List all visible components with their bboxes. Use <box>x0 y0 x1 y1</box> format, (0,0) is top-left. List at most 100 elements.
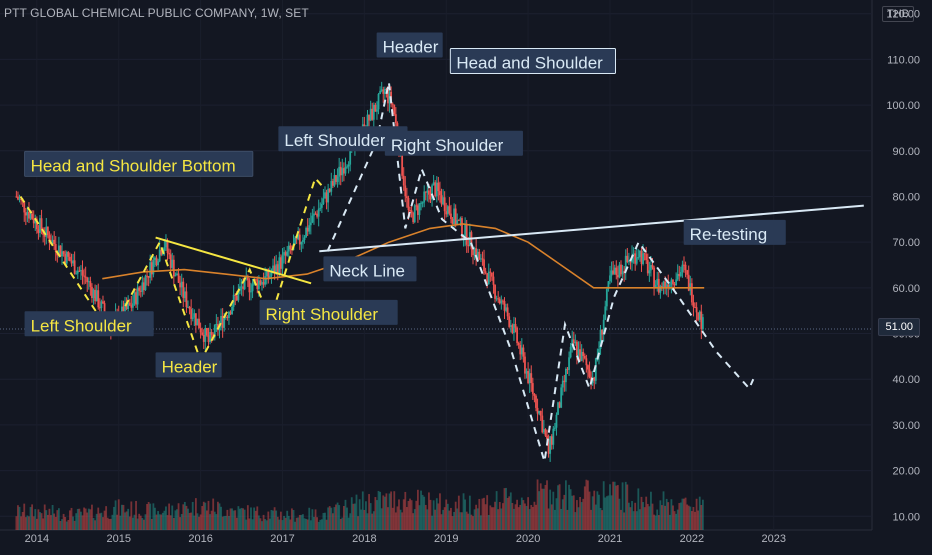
candle-body <box>412 212 415 223</box>
volume-bar <box>686 504 689 530</box>
volume-bar <box>635 511 638 530</box>
volume-bar <box>520 497 523 530</box>
y-tick-label: 60.00 <box>892 283 920 295</box>
candle-body <box>424 191 427 193</box>
candle-body <box>626 255 629 262</box>
candle-body <box>434 182 437 197</box>
x-tick-label: 2014 <box>25 533 49 545</box>
currency-badge[interactable]: THB <box>882 6 914 22</box>
candle-body <box>423 191 426 203</box>
candle-body <box>275 264 278 274</box>
volume-bar <box>226 509 229 530</box>
candle-body <box>547 439 550 454</box>
volume-bar <box>539 483 542 530</box>
volume-bar <box>350 497 353 530</box>
volume-bar <box>492 507 495 530</box>
volume-bar <box>335 504 337 530</box>
volume-bar <box>604 497 607 530</box>
candle-body <box>475 248 478 259</box>
candle-body <box>171 259 174 268</box>
annotation-label: Neck Line <box>329 261 405 280</box>
candle-body <box>415 205 418 207</box>
candle-body <box>150 262 153 275</box>
candle-body <box>331 181 334 186</box>
candle-body <box>239 286 241 291</box>
volume-bar <box>83 507 85 530</box>
candle-body <box>300 241 303 245</box>
candle-body <box>487 271 490 284</box>
volume-bar <box>305 518 307 530</box>
candle-body <box>51 239 54 244</box>
candle-body <box>34 218 37 224</box>
volume-bar <box>557 485 559 530</box>
volume-bar <box>302 514 304 530</box>
volume-bar <box>319 519 322 530</box>
volume-bar <box>585 479 588 530</box>
volume-bar <box>505 487 507 530</box>
volume-bar <box>160 514 163 530</box>
x-tick-label: 2021 <box>598 533 622 545</box>
candle-body <box>37 229 40 233</box>
candle-body <box>177 273 180 283</box>
candle-body <box>70 261 73 264</box>
volume-bar <box>697 510 700 530</box>
volume-bar <box>404 491 407 530</box>
candle-body <box>237 290 240 301</box>
candle-body <box>574 341 577 344</box>
volume-bar <box>626 484 629 530</box>
volume-bar <box>154 507 156 530</box>
volume-bar <box>102 517 104 530</box>
candle-body <box>57 245 60 256</box>
volume-bar <box>91 504 93 530</box>
candle-body <box>100 301 103 309</box>
candle-body <box>678 273 681 277</box>
volume-bar <box>555 498 558 530</box>
volume-bar <box>478 498 481 530</box>
candle-body <box>61 251 63 257</box>
candle-body <box>639 250 641 258</box>
volume-bar <box>53 513 56 530</box>
annotation-box <box>376 32 443 58</box>
candle-body <box>459 218 462 221</box>
candle-body <box>45 226 48 237</box>
candle-body <box>583 355 586 359</box>
volume-bar <box>390 491 393 530</box>
annotation-box <box>278 126 408 152</box>
volume-bar <box>673 511 676 530</box>
candle-body <box>661 285 663 288</box>
candle-body <box>405 196 408 198</box>
volume-bar <box>618 498 621 530</box>
volume-bar <box>23 503 26 530</box>
volume-bar <box>451 516 454 530</box>
candle-body <box>509 325 512 327</box>
candle-body <box>494 284 496 299</box>
volume-bar <box>199 514 202 530</box>
candle-body <box>102 301 104 304</box>
candle-body <box>546 435 548 440</box>
candle-body <box>342 168 345 174</box>
volume-bar <box>464 499 467 530</box>
volume-bar <box>632 511 635 530</box>
candle-body <box>500 300 503 304</box>
candle-body <box>24 212 27 216</box>
candle-body <box>283 252 285 256</box>
volume-bar <box>566 509 569 530</box>
candle-body <box>656 278 659 285</box>
volume-bar <box>17 505 19 530</box>
volume-bar <box>20 516 22 530</box>
candle-body <box>17 196 19 200</box>
volume-bar <box>31 504 34 530</box>
candle-body <box>437 182 440 192</box>
volume-bar <box>656 509 659 530</box>
volume-bar <box>324 512 326 530</box>
volume-bar <box>294 521 296 530</box>
volume-bar <box>207 500 210 530</box>
volume-bar <box>624 481 627 530</box>
candle-body <box>637 257 640 259</box>
volume-bar <box>612 481 615 530</box>
candle-body <box>439 191 441 196</box>
volume-bar <box>56 510 59 530</box>
candle-body <box>456 220 459 225</box>
volume-bar <box>442 509 444 530</box>
